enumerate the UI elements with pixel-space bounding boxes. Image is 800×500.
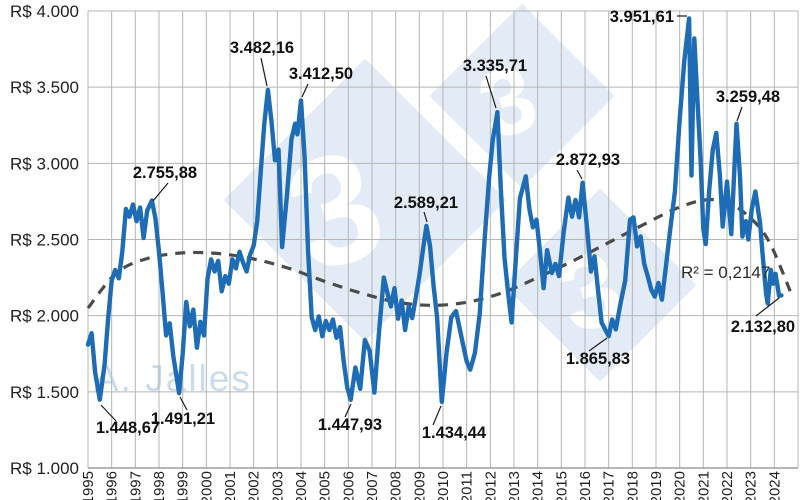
annotation-label: 2.755,88 xyxy=(133,164,197,182)
axis-labels: R$ 4.000 R$ 3.500 R$ 3.000 R$ 2.500 R$ 2.000… xyxy=(10,2,783,500)
annotation-leader-line xyxy=(100,404,117,422)
watermark-layer: 333 xyxy=(216,0,704,389)
x-tick-label: 2012 xyxy=(482,471,499,500)
annotation-label: 1.448,67 xyxy=(96,419,160,437)
annotation-label: 2.132,80 xyxy=(731,318,795,336)
x-tick-label: 2006 xyxy=(340,471,357,500)
x-tick-label: 2019 xyxy=(648,471,665,500)
annotation-label: 1.865,83 xyxy=(566,350,630,368)
x-tick-label: 2010 xyxy=(435,471,452,500)
x-tick-label: 2001 xyxy=(222,471,239,500)
annotation-label: 1.491,21 xyxy=(151,410,215,428)
x-tick-label: 2017 xyxy=(601,471,618,500)
annotation-label: 3.412,50 xyxy=(289,65,353,83)
annotation-leader-line xyxy=(755,297,780,317)
annotation-label: 1.434,44 xyxy=(422,424,487,442)
x-tick-label: 2015 xyxy=(553,471,570,500)
y-tick-label: R$ 3.000 xyxy=(10,154,79,173)
annotation-leader-line xyxy=(485,75,497,109)
x-tick-label: 2009 xyxy=(411,471,428,500)
x-tick-label: 1996 xyxy=(104,471,121,500)
annotation-leader-line xyxy=(736,106,743,122)
annotation-label: 1.447,93 xyxy=(318,416,382,434)
x-tick-label: 2013 xyxy=(506,471,523,500)
annotation-leader-line xyxy=(344,403,352,418)
annotations-layer: 1.448,67 2.755,88 1.491,21 3.482,16 3.412,50… xyxy=(96,8,795,442)
annotation-leader-line xyxy=(576,169,583,180)
x-tick-label: 2003 xyxy=(269,471,286,500)
annotation-label: 3.951,61 xyxy=(610,8,674,26)
x-tick-label: 2008 xyxy=(388,471,405,500)
annotation-leader-line xyxy=(423,211,428,223)
x-tick-label: 2018 xyxy=(624,471,641,500)
annotation-leader-line xyxy=(432,405,442,426)
y-tick-label: R$ 1.000 xyxy=(10,459,79,478)
annotation-label: 3.335,71 xyxy=(463,57,527,75)
x-tick-label: 2014 xyxy=(530,471,547,500)
y-tick-label: R$ 4.000 xyxy=(10,2,79,21)
x-tick-label: 2011 xyxy=(459,471,476,500)
annotation-leader-line xyxy=(179,396,188,411)
x-tick-label: 2007 xyxy=(364,471,381,500)
annotation-leader-line xyxy=(301,83,309,98)
x-tick-label: 2024 xyxy=(766,471,783,500)
annotation-label: 3.482,16 xyxy=(230,39,294,57)
r-squared-label: R² = 0,2147 xyxy=(681,263,771,282)
annotation-label: 2.872,93 xyxy=(556,151,620,169)
x-tick-label: 2022 xyxy=(719,471,736,500)
x-tick-label: 2021 xyxy=(695,471,712,500)
price-series-line xyxy=(85,16,784,404)
y-tick-label: R$ 3.500 xyxy=(10,78,79,97)
x-tick-label: 1995 xyxy=(80,471,97,500)
y-tick-label: R$ 2.000 xyxy=(10,307,79,326)
annotation-leader-line xyxy=(152,182,169,202)
annotation-label: 2.589,21 xyxy=(394,194,458,212)
x-tick-label: 2005 xyxy=(317,471,334,500)
x-tick-label: 2002 xyxy=(246,471,263,500)
annotation-leader-line xyxy=(588,337,608,352)
y-tick-label: R$ 1.500 xyxy=(10,383,79,402)
x-tick-label: 1998 xyxy=(151,471,168,500)
x-tick-label: 2023 xyxy=(743,471,760,500)
y-tick-label: R$ 2.500 xyxy=(10,231,79,250)
x-tick-label: 2004 xyxy=(293,471,310,500)
x-tick-label: 1999 xyxy=(175,471,192,500)
annotation-label: 3.259,48 xyxy=(716,88,780,106)
x-tick-label: 1997 xyxy=(127,471,144,500)
watermark-diamond xyxy=(422,0,622,196)
x-tick-label: 2020 xyxy=(672,471,689,500)
annotation-leader-line xyxy=(260,57,268,87)
x-tick-label: 2000 xyxy=(198,471,215,500)
watermark-diamond xyxy=(496,181,704,389)
x-tick-label: 2016 xyxy=(577,471,594,500)
